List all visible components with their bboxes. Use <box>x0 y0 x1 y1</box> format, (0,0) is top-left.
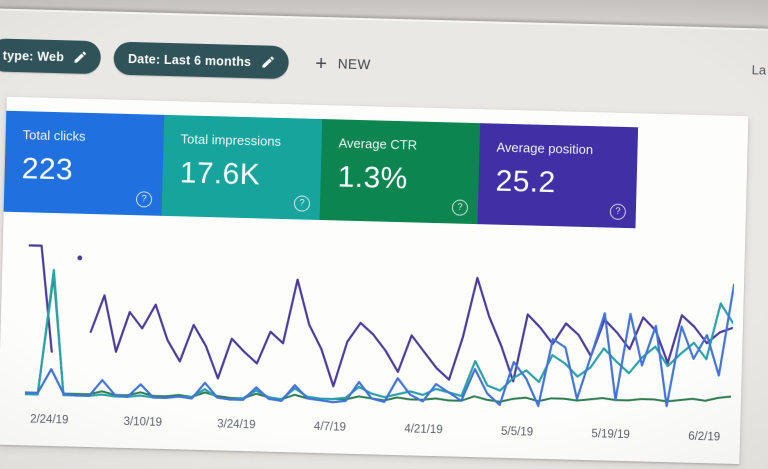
metric-label: Average position <box>496 139 594 158</box>
plus-icon: + <box>314 52 328 75</box>
x-tick-label: 5/19/19 <box>591 428 630 442</box>
metric-value: 25.2 <box>495 164 557 200</box>
line-chart-canvas <box>23 244 736 408</box>
help-icon[interactable]: ? <box>293 195 311 212</box>
filter-chip-search-type[interactable]: type: Web <box>0 38 102 75</box>
metric-tile-total-impressions[interactable]: Total impressions 17.6K ? <box>161 114 323 220</box>
x-tick-label: 2/24/19 <box>29 413 69 427</box>
metric-tile-total-clicks[interactable]: Total clicks 223 ? <box>3 110 165 216</box>
truncated-corner-text: La <box>751 62 767 78</box>
pencil-icon[interactable] <box>73 49 88 64</box>
metric-label: Total clicks <box>22 127 86 144</box>
filter-chip-label: Date: Last 6 months <box>127 51 252 69</box>
metric-tile-average-position[interactable]: Average position 25.2 ? <box>477 123 639 229</box>
new-filter-label: NEW <box>337 56 371 73</box>
x-tick-label: 4/7/19 <box>313 420 347 434</box>
series-line-average-position <box>89 276 734 388</box>
metric-tile-average-ctr[interactable]: Average CTR 1.3% ? <box>319 119 481 225</box>
filter-bar: type: Web Date: Last 6 months + NEW <box>0 38 371 81</box>
x-tick-label: 6/2/19 <box>688 430 721 444</box>
metric-value: 17.6K <box>179 156 261 192</box>
series-line-total-clicks <box>23 283 736 408</box>
help-icon[interactable]: ? <box>135 191 153 208</box>
x-tick-label: 4/21/19 <box>404 423 443 437</box>
help-icon[interactable]: ? <box>451 199 469 216</box>
metric-label: Average CTR <box>338 135 418 153</box>
pencil-icon[interactable] <box>260 54 275 69</box>
metric-value: 223 <box>21 152 74 187</box>
filter-chip-date-range[interactable]: Date: Last 6 months <box>113 41 289 80</box>
metric-label: Total impressions <box>180 131 282 149</box>
search-console-screen: type: Web Date: Last 6 months + NEW La T… <box>0 8 768 469</box>
performance-line-chart <box>23 233 736 423</box>
help-icon[interactable]: ? <box>609 203 627 221</box>
series-line-total-impressions <box>23 268 735 401</box>
metric-value: 1.3% <box>337 160 409 196</box>
new-filter-button[interactable]: + NEW <box>314 52 371 75</box>
x-tick-label: 5/5/19 <box>500 425 534 439</box>
x-tick-label: 3/24/19 <box>217 418 256 432</box>
x-tick-label: 3/10/19 <box>123 415 163 429</box>
isolated-data-point <box>77 255 83 261</box>
filter-chip-label: type: Web <box>2 48 65 64</box>
metric-tiles: Total clicks 223 ? Total impressions 17.… <box>3 110 639 229</box>
performance-report-card: Total clicks 223 ? Total impressions 17.… <box>0 96 749 465</box>
